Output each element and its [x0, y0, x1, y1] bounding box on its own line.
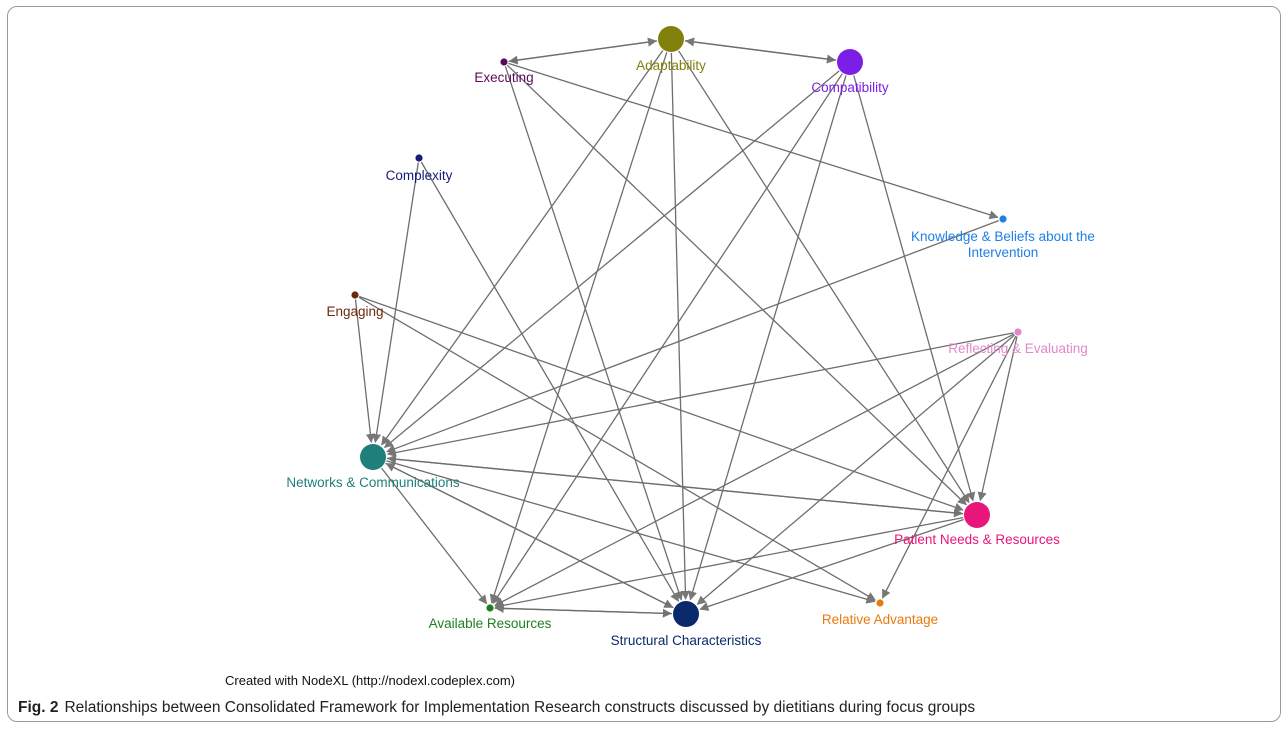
edge-adaptability-to-structural: [670, 52, 690, 600]
node-label-complexity: Complexity: [386, 168, 453, 183]
node-label-patient: Patient Needs & Resources: [894, 532, 1060, 547]
edge-reflecting-to-networks: [386, 332, 1014, 458]
node-available: [486, 604, 494, 612]
edge-adaptability-to-available: [489, 52, 668, 604]
edge-reflecting-to-patient: [977, 336, 1018, 502]
figure-label: Fig. 2: [18, 699, 59, 716]
node-label-available: Available Resources: [429, 616, 552, 631]
edge-structural-to-available: [494, 603, 673, 615]
edge-engaging-to-patient: [359, 295, 964, 512]
node-knowledge: [999, 215, 1007, 223]
edge-complexity-to-structural: [420, 161, 679, 602]
edge-structural-to-networks: [385, 463, 674, 609]
node-networks: [360, 444, 386, 470]
node-complexity: [415, 154, 423, 162]
edge-compatibility-to-patient: [853, 75, 976, 502]
edge-networks-to-available: [381, 467, 488, 605]
edge-patient-to-networks: [386, 454, 964, 515]
figure-frame: [7, 6, 1281, 722]
node-label-compatibility: Compatibility: [811, 80, 889, 95]
edge-compatibility-to-networks: [383, 70, 840, 448]
node-label-executing: Executing: [474, 70, 533, 85]
node-compatibility: [837, 49, 863, 75]
node-label-structural: Structural Characteristics: [611, 633, 762, 648]
credit-text: Created with NodeXL (http://nodexl.codep…: [225, 673, 516, 688]
node-label-relative: Relative Advantage: [822, 612, 938, 627]
caption-text: Relationships between Consolidated Frame…: [64, 699, 976, 716]
edge-executing-to-knowledge: [508, 62, 999, 220]
edge-adaptability-to-networks: [381, 50, 664, 446]
figure-caption: Fig. 2 Relationships between Consolidated…: [18, 699, 975, 717]
node-patient: [964, 502, 990, 528]
node-relative: [876, 599, 884, 607]
edge-patient-to-structural: [699, 518, 964, 611]
edge-compatibility-to-adaptability: [684, 37, 837, 61]
node-reflecting: [1014, 328, 1022, 336]
edge-compatibility-to-structural: [688, 75, 847, 601]
edge-engaging-to-networks: [354, 299, 375, 444]
edge-knowledge-to-networks: [386, 219, 999, 454]
edge-reflecting-to-available: [494, 333, 1015, 606]
node-adaptability: [658, 26, 684, 52]
node-label-knowledge: Knowledge & Beliefs about the Interventio…: [911, 229, 1095, 260]
edge-patient-to-available: [494, 516, 964, 610]
edge-reflecting-to-structural: [696, 334, 1015, 605]
node-engaging: [351, 291, 359, 299]
edge-complexity-to-networks: [372, 162, 419, 444]
node-label-reflecting: Reflecting & Evaluating: [948, 341, 1088, 356]
node-executing: [500, 58, 508, 66]
edge-engaging-to-relative: [358, 296, 876, 601]
edge-adaptability-to-patient: [678, 50, 970, 504]
edge-executing-to-patient: [506, 64, 967, 506]
edge-executing-to-adaptability: [508, 37, 658, 63]
edge-compatibility-to-available: [492, 73, 843, 605]
node-label-networks: Networks & Communications: [286, 475, 460, 490]
node-label-engaging: Engaging: [326, 304, 383, 319]
node-structural: [673, 601, 699, 627]
edge-reflecting-to-relative: [881, 335, 1017, 599]
node-label-adaptability: Adaptability: [636, 58, 706, 73]
edge-executing-to-structural: [504, 66, 684, 601]
